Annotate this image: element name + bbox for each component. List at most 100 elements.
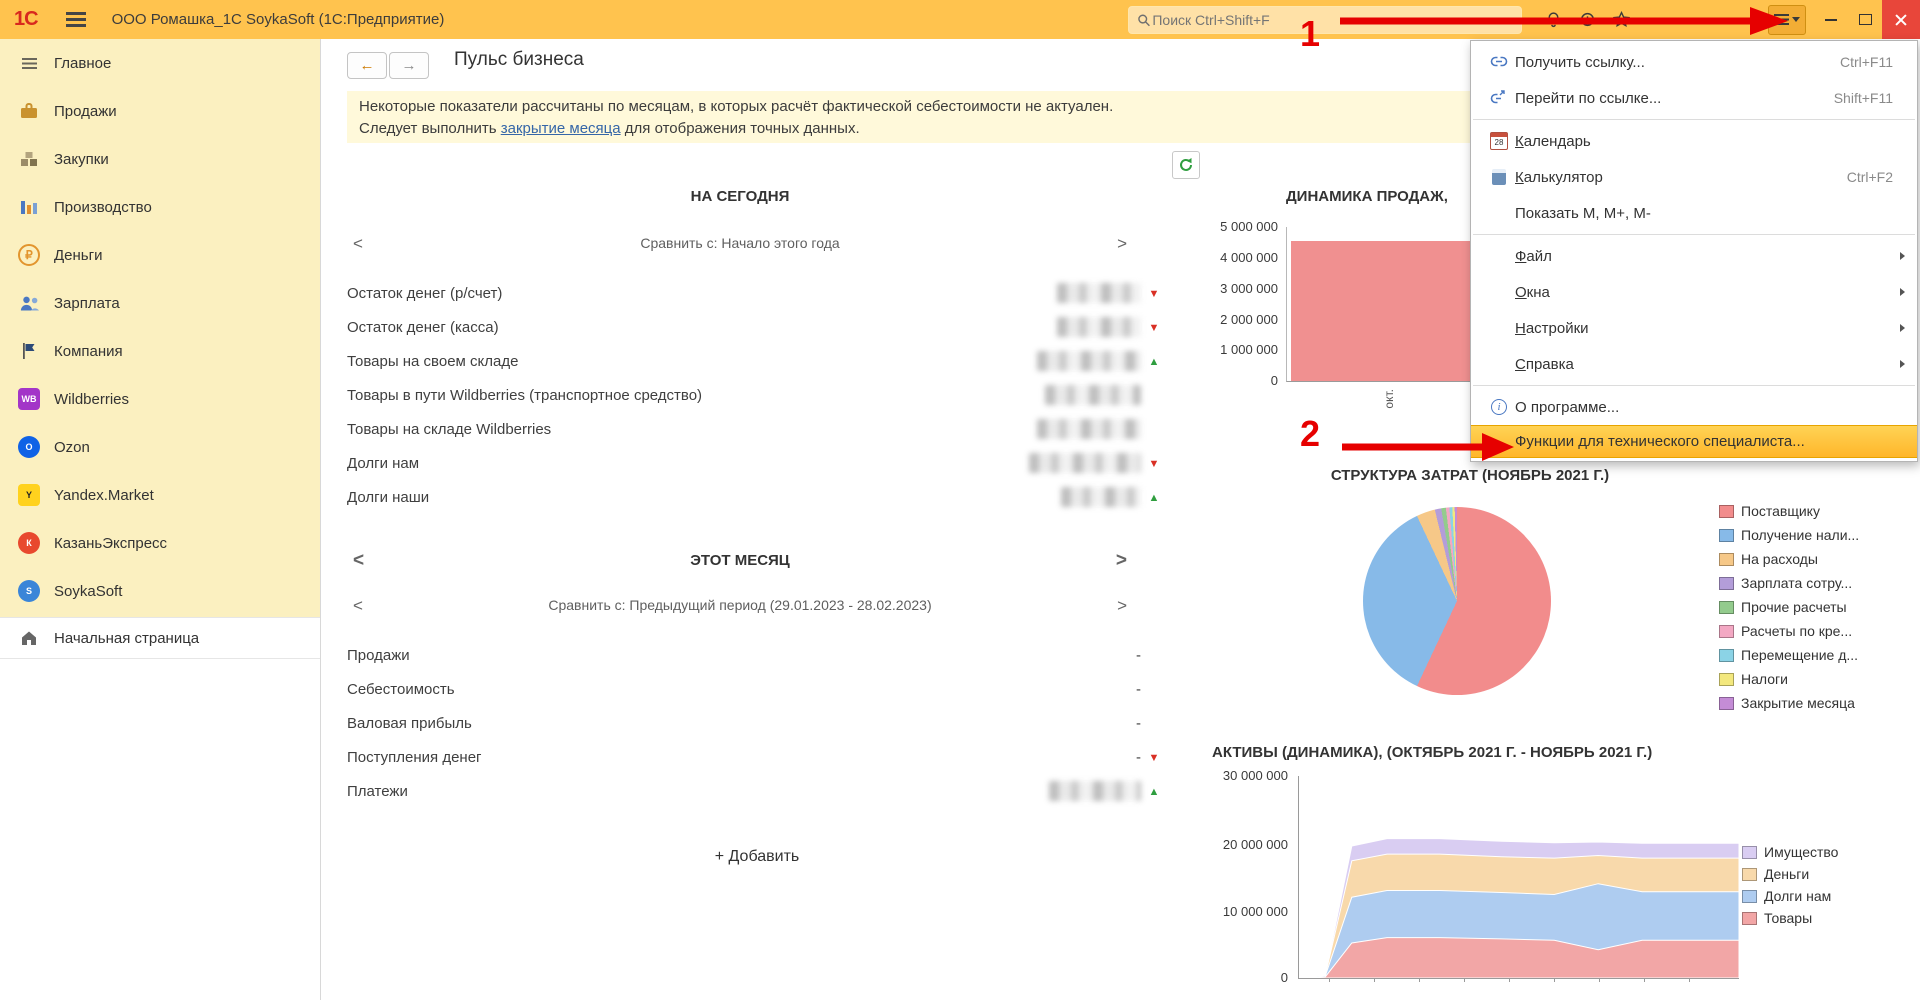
costs-chart: СТРУКТУРА ЗАТРАТ (НОЯБРЬ 2021 Г.) Постав… bbox=[1300, 465, 1920, 755]
menu-item-show-m[interactable]: Показать М, М+, М- bbox=[1515, 204, 1651, 222]
maximize-button[interactable] bbox=[1848, 0, 1882, 39]
sales-x-label: окт. bbox=[1382, 389, 1396, 409]
menu-item-calculator[interactable]: Калькулятор Ctrl+F2 bbox=[1471, 159, 1917, 195]
window-title: ООО Ромашка_1С SoykaSoft (1С:Предприятие… bbox=[111, 11, 445, 28]
blurred-value bbox=[1037, 351, 1141, 371]
menu-item-windows[interactable]: Окна bbox=[1471, 274, 1917, 310]
warning-line2: Следует выполнить закрытие месяца для от… bbox=[359, 120, 860, 137]
kpi-row: Товары на складе Wildberries bbox=[347, 412, 1167, 446]
kpi-value: - bbox=[1136, 714, 1141, 732]
menu-item-calendar[interactable]: 28 Календарь bbox=[1471, 123, 1917, 159]
favorites-button[interactable] bbox=[1604, 0, 1638, 39]
close-month-link[interactable]: закрытие месяца bbox=[500, 120, 621, 137]
chevron-right-icon[interactable]: > bbox=[1115, 549, 1127, 571]
chevron-left-icon[interactable]: < bbox=[353, 595, 363, 615]
menu-item-help[interactable]: Справка bbox=[1471, 346, 1917, 382]
trend-down-icon bbox=[1149, 748, 1160, 765]
legend-swatch bbox=[1719, 504, 1734, 518]
sidebar-item-yandex-market[interactable]: Y Yandex.Market bbox=[0, 471, 320, 519]
global-search[interactable] bbox=[1128, 5, 1522, 34]
kpi-row: Товары в пути Wildberries (транспортное … bbox=[347, 378, 1167, 412]
area-svg bbox=[1298, 838, 1740, 979]
kpi-row: Товары на своем складе bbox=[347, 344, 1167, 378]
refresh-icon bbox=[1180, 158, 1192, 171]
month-compare-label: Сравнить с: Предыдущий период (29.01.202… bbox=[548, 597, 932, 613]
blurred-value bbox=[1045, 385, 1141, 405]
sidebar-item-salary[interactable]: Зарплата bbox=[0, 279, 320, 327]
assets-chart: АКТИВЫ (ДИНАМИКА), (ОКТЯБРЬ 2021 Г. - НО… bbox=[1212, 744, 1839, 985]
menu-separator bbox=[1473, 119, 1915, 120]
sidebar-item-ozon[interactable]: O Ozon bbox=[0, 423, 320, 471]
shortcut: Ctrl+F2 bbox=[1846, 169, 1893, 185]
menu-item-file[interactable]: Файл bbox=[1471, 238, 1917, 274]
list-icon bbox=[18, 57, 40, 69]
shortcut: Ctrl+F11 bbox=[1839, 54, 1893, 70]
minimize-button[interactable] bbox=[1814, 0, 1848, 39]
trend-up-icon bbox=[1149, 782, 1160, 799]
assets-chart-plot bbox=[1298, 776, 1740, 982]
legend-swatch bbox=[1742, 867, 1757, 881]
search-icon bbox=[1138, 14, 1150, 26]
sidebar-item-purchases[interactable]: Закупки bbox=[0, 135, 320, 183]
trend-down-icon bbox=[1149, 318, 1160, 335]
sidebar-item-sales[interactable]: Продажи bbox=[0, 87, 320, 135]
menu-item-about[interactable]: О программе... bbox=[1471, 389, 1917, 425]
main-content: Пульс бизнеса Некоторые показатели рассч… bbox=[321, 39, 1920, 1000]
kpi-value: - bbox=[1136, 680, 1141, 698]
menu-item-tech-functions[interactable]: Функции для технического специалиста... bbox=[1471, 425, 1917, 458]
blurred-value bbox=[1057, 283, 1141, 303]
sidebar-item-money[interactable]: Деньги bbox=[0, 231, 320, 279]
pie-chart bbox=[1363, 507, 1551, 695]
info-icon bbox=[1483, 399, 1515, 415]
link-icon bbox=[1483, 53, 1515, 71]
kpi-value: - bbox=[1136, 748, 1141, 766]
blurred-value bbox=[1057, 317, 1141, 337]
legend-swatch bbox=[1742, 911, 1757, 925]
kpi-row: Остаток денег (касса) bbox=[347, 310, 1167, 344]
notifications-button[interactable] bbox=[1536, 0, 1570, 39]
menu-item-goto-link[interactable]: Перейти по ссылке... Shift+F11 bbox=[1471, 80, 1917, 116]
sales-chart-title: ДИНАМИКА ПРОДАЖ, bbox=[1286, 188, 1448, 205]
blurred-value bbox=[1037, 419, 1141, 439]
history-clock-icon bbox=[1580, 12, 1594, 27]
legend-swatch bbox=[1719, 576, 1734, 590]
kpi-row: Остаток денег (р/счет) bbox=[347, 276, 1167, 310]
legend-swatch bbox=[1719, 552, 1734, 566]
briefcase-icon bbox=[18, 101, 40, 121]
refresh-button[interactable] bbox=[1172, 151, 1200, 179]
flag-icon bbox=[18, 341, 40, 361]
sidebar: Главное Продажи Закупки Производство bbox=[0, 39, 321, 1000]
menu-item-get-link[interactable]: Получить ссылку... Ctrl+F11 bbox=[1471, 44, 1917, 80]
menu-separator bbox=[1473, 385, 1915, 386]
sidebar-item-main[interactable]: Главное bbox=[0, 39, 320, 87]
kpi-row: Себестоимость - bbox=[347, 680, 1141, 698]
main-menu-icon[interactable] bbox=[65, 12, 86, 27]
history-button[interactable] bbox=[1570, 0, 1604, 39]
bell-icon bbox=[1545, 12, 1561, 28]
sidebar-item-soykasoft[interactable]: S SoykaSoft bbox=[0, 567, 320, 615]
chevron-left-icon[interactable]: < bbox=[353, 233, 363, 253]
forward-button[interactable] bbox=[389, 52, 429, 79]
menu-item-settings[interactable]: Настройки bbox=[1471, 310, 1917, 346]
add-indicator-button[interactable]: + Добавить bbox=[714, 848, 800, 865]
search-input[interactable] bbox=[1150, 10, 1513, 29]
sidebar-item-wildberries[interactable]: WB Wildberries bbox=[0, 375, 320, 423]
sidebar-item-kazanexpress[interactable]: К КазаньЭкспресс bbox=[0, 519, 320, 567]
1c-logo: 1С bbox=[14, 8, 39, 30]
trend-down-icon bbox=[1149, 454, 1160, 471]
service-menu: Получить ссылку... Ctrl+F11 Перейти по с… bbox=[1470, 40, 1918, 462]
wildberries-icon: WB bbox=[18, 388, 40, 410]
sidebar-item-company[interactable]: Компания bbox=[0, 327, 320, 375]
chevron-right-icon[interactable]: > bbox=[1117, 233, 1127, 253]
service-menu-button[interactable] bbox=[1768, 4, 1806, 35]
submenu-arrow-icon bbox=[1900, 324, 1905, 332]
chevron-left-icon[interactable]: < bbox=[353, 549, 365, 571]
warning-line1: Некоторые показатели рассчитаны по месяц… bbox=[359, 98, 1114, 115]
back-button[interactable] bbox=[347, 52, 387, 79]
chevron-right-icon[interactable]: > bbox=[1117, 595, 1127, 615]
sidebar-item-production[interactable]: Производство bbox=[0, 183, 320, 231]
close-button[interactable] bbox=[1882, 0, 1920, 39]
sidebar-item-home[interactable]: Начальная страница bbox=[0, 617, 320, 659]
area-legend: Имущество Деньги Долги нам Товары bbox=[1742, 841, 1838, 929]
